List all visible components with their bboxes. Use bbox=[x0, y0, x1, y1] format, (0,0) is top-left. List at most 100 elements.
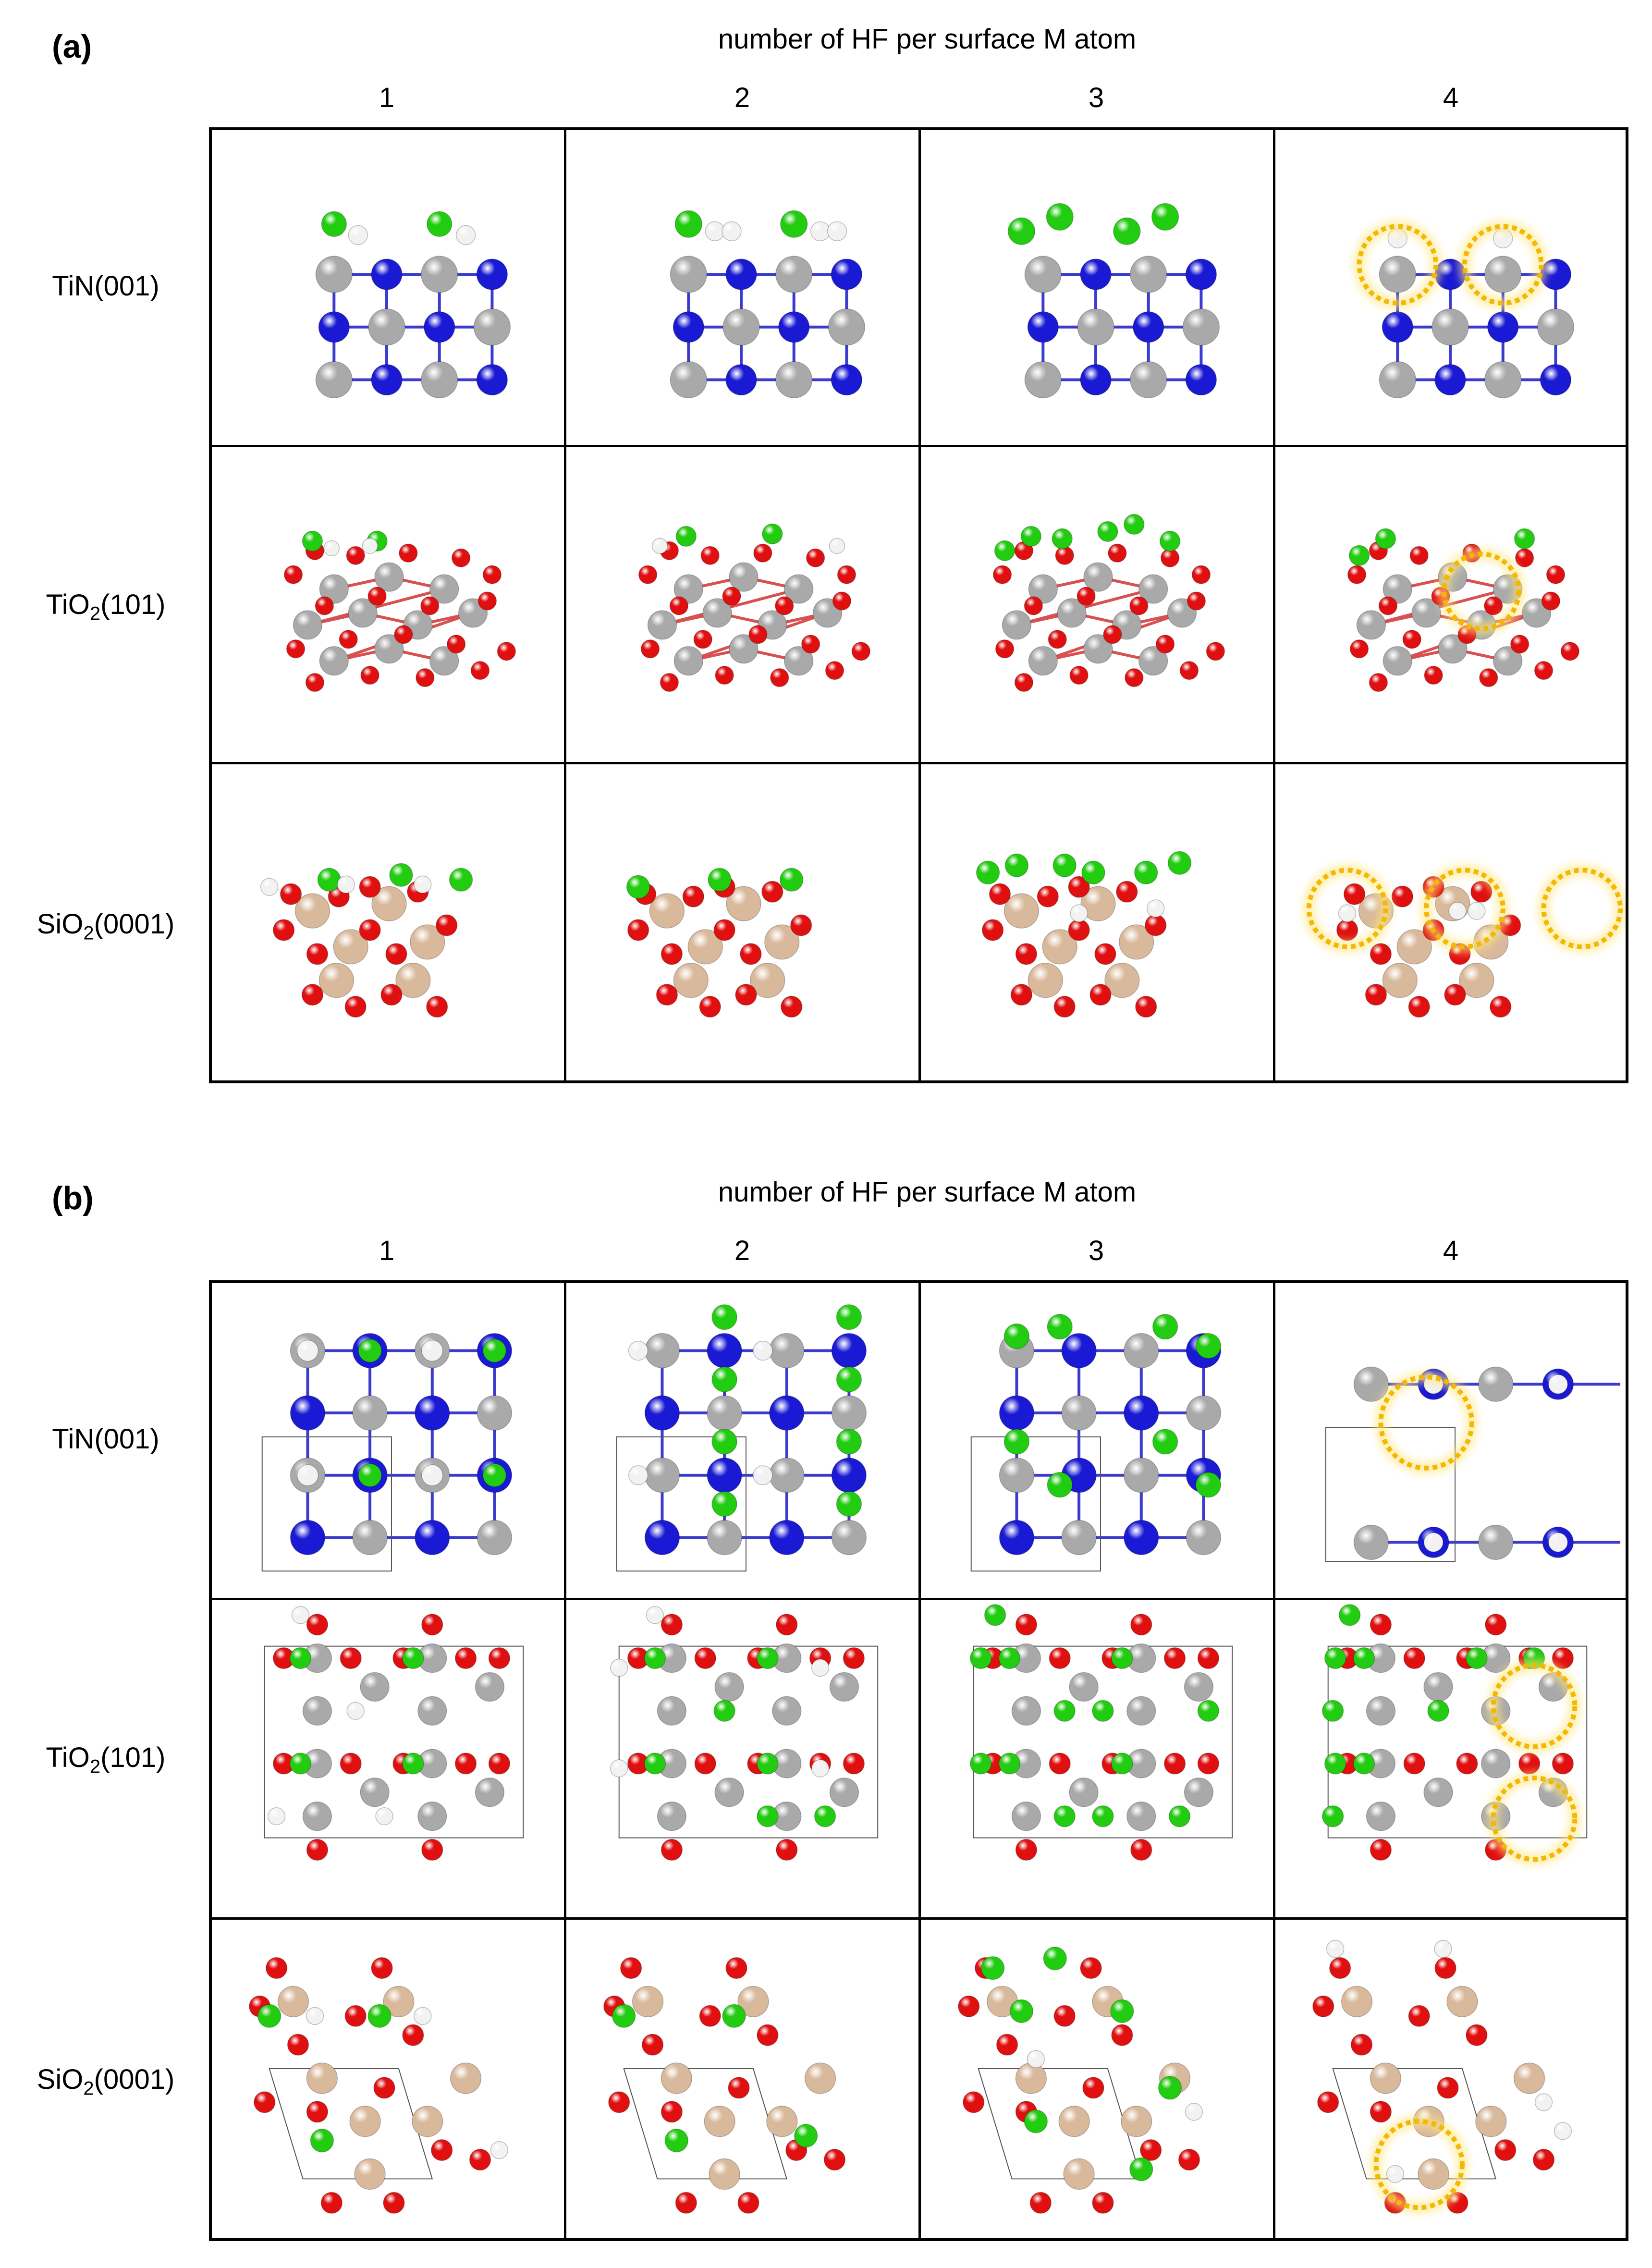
atom-o bbox=[1053, 995, 1076, 1018]
atom-f bbox=[1129, 2157, 1153, 2182]
atom-o bbox=[1103, 625, 1122, 644]
atom-h bbox=[490, 2141, 509, 2159]
atom-o bbox=[694, 1647, 716, 1669]
atom-o bbox=[1049, 1753, 1071, 1775]
atom-f bbox=[1020, 526, 1042, 547]
atom-ti bbox=[1493, 646, 1523, 676]
atom-o bbox=[402, 2024, 424, 2046]
atom-f bbox=[1197, 1700, 1220, 1722]
atom-h bbox=[827, 221, 847, 242]
panel-b-label: (b) bbox=[52, 1180, 94, 1216]
a-cell-r1-c2 bbox=[566, 130, 921, 447]
atom-n bbox=[707, 1458, 742, 1493]
panel-b-col-3: 3 bbox=[1088, 1235, 1104, 1266]
atom-si bbox=[410, 924, 445, 960]
b-cell-r1-c4 bbox=[1275, 1283, 1626, 1600]
atom-si bbox=[704, 2106, 735, 2137]
atom-n bbox=[1124, 1520, 1159, 1556]
atom-ti bbox=[1011, 1696, 1041, 1726]
atom-f bbox=[1092, 1805, 1114, 1827]
b-cell-r1-c1 bbox=[212, 1283, 566, 1600]
atom-f bbox=[1111, 1753, 1133, 1775]
a-cell-r1-c4 bbox=[1275, 130, 1626, 447]
atom-o bbox=[339, 630, 358, 649]
atom-o bbox=[1080, 1957, 1102, 1979]
atom-ti bbox=[477, 1395, 513, 1431]
a-cell-r3-c2 bbox=[566, 764, 921, 1080]
atom-n bbox=[371, 258, 403, 290]
a-structure-r2-c4 bbox=[1347, 528, 1580, 692]
atom-si bbox=[1513, 2062, 1545, 2094]
atom-o bbox=[1485, 1614, 1507, 1636]
atom-f bbox=[612, 2004, 636, 2028]
panel-a-col-1: 1 bbox=[379, 82, 395, 113]
atom-f bbox=[1007, 217, 1036, 245]
atom-f bbox=[998, 1647, 1021, 1669]
b-structure-r3-c2 bbox=[603, 1957, 846, 2214]
atom-ti bbox=[1353, 1524, 1389, 1560]
atom-si bbox=[1341, 1986, 1373, 2018]
atom-h bbox=[1386, 2165, 1405, 2183]
atom-n bbox=[999, 1395, 1035, 1431]
atom-ti bbox=[1383, 574, 1412, 604]
atom-ti bbox=[1061, 1520, 1097, 1556]
atom-o bbox=[1490, 995, 1512, 1018]
atom-n bbox=[318, 311, 350, 343]
atom-ti bbox=[670, 256, 707, 293]
atom-o bbox=[1163, 1647, 1186, 1669]
unit-cell-outline bbox=[616, 1436, 746, 1572]
atom-n bbox=[415, 1520, 450, 1556]
atom-o bbox=[761, 881, 783, 903]
atom-o bbox=[272, 919, 295, 941]
atom-f bbox=[1052, 528, 1073, 550]
atom-ti bbox=[1024, 361, 1062, 399]
panel-b-grid bbox=[209, 1280, 1628, 2241]
atom-si bbox=[1042, 929, 1077, 965]
atom-ti bbox=[1366, 1696, 1396, 1726]
atom-o bbox=[640, 639, 660, 659]
atom-f bbox=[310, 2128, 334, 2153]
atom-h bbox=[628, 1465, 649, 1485]
atom-f bbox=[1353, 1647, 1375, 1669]
atom-h bbox=[1423, 1532, 1444, 1553]
highlight-ring bbox=[1306, 868, 1388, 949]
atom-f bbox=[1338, 1604, 1361, 1626]
atom-h bbox=[1434, 1940, 1452, 1958]
atom-h bbox=[1338, 904, 1357, 922]
b-cell-r1-c3 bbox=[921, 1283, 1275, 1600]
atom-f bbox=[482, 1338, 507, 1363]
atom-o bbox=[843, 1753, 865, 1775]
atom-o bbox=[963, 2091, 985, 2113]
atom-o bbox=[748, 625, 768, 644]
atom-o bbox=[620, 1957, 642, 1979]
atom-f bbox=[1113, 217, 1141, 245]
atom-h bbox=[362, 538, 378, 554]
atom-ti bbox=[769, 1333, 805, 1369]
unit-cell-outline bbox=[1327, 1645, 1588, 1839]
atom-o bbox=[287, 2034, 309, 2056]
atom-f bbox=[836, 1304, 862, 1330]
panel-b-col-2: 2 bbox=[734, 1235, 750, 1266]
atom-o bbox=[1130, 1614, 1152, 1636]
atom-h bbox=[375, 1807, 393, 1826]
atom-n bbox=[476, 258, 508, 290]
atom-ti bbox=[1011, 1802, 1041, 1831]
atom-o bbox=[1560, 642, 1580, 661]
atom-ti bbox=[1484, 256, 1522, 293]
atom-o bbox=[451, 548, 471, 567]
atom-si bbox=[277, 1986, 309, 2018]
atom-ti bbox=[1184, 1672, 1214, 1702]
a-structure-r2-c1 bbox=[283, 530, 516, 692]
atom-si bbox=[1475, 2106, 1507, 2137]
atom-f bbox=[1052, 853, 1077, 878]
atom-o bbox=[1434, 1957, 1456, 1979]
atom-h bbox=[455, 225, 476, 245]
atom-si bbox=[673, 963, 709, 998]
atom-o bbox=[735, 983, 757, 1006]
atom-o bbox=[996, 2034, 1018, 2056]
b-cell-r2-c4 bbox=[1275, 1600, 1626, 1920]
atom-f bbox=[1151, 203, 1179, 231]
atom-o bbox=[1546, 565, 1566, 584]
atom-o bbox=[265, 1957, 288, 1979]
atom-n bbox=[1540, 364, 1572, 396]
